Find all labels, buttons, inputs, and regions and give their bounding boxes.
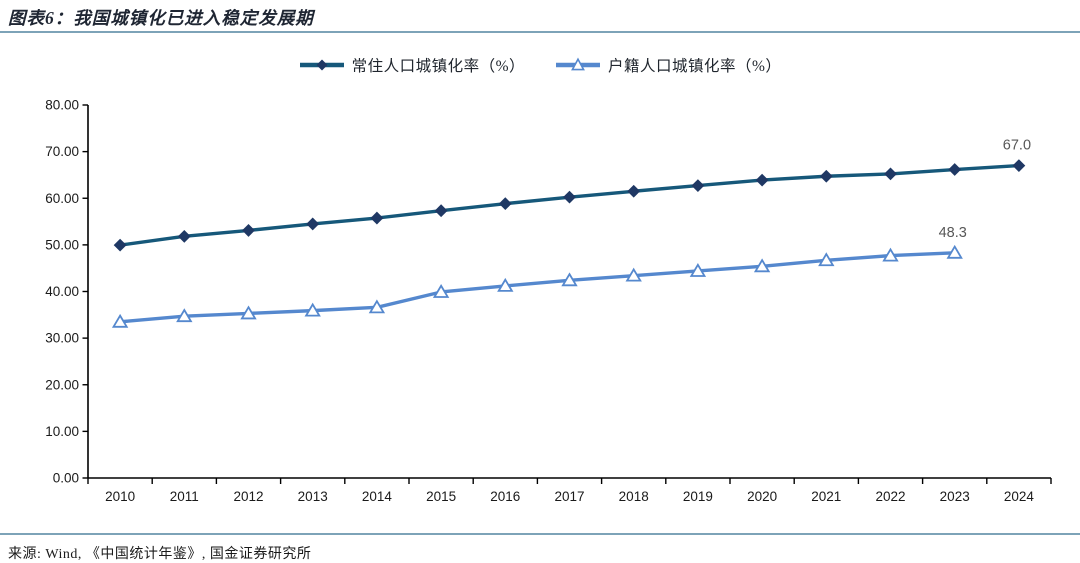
x-tick-label: 2013 bbox=[298, 489, 328, 504]
figure-title: 图表6：我国城镇化已进入稳定发展期 bbox=[8, 8, 314, 28]
y-tick-label: 70.00 bbox=[45, 144, 79, 159]
triangle-marker bbox=[625, 267, 642, 282]
x-tick-label: 2017 bbox=[554, 489, 584, 504]
diamond-marker bbox=[1012, 159, 1026, 173]
triangle-marker bbox=[497, 277, 514, 292]
y-tick-label: 30.00 bbox=[45, 331, 79, 346]
triangle-marker bbox=[882, 247, 899, 262]
triangle-marker bbox=[753, 258, 771, 273]
series-end-label-0: 67.0 bbox=[1003, 138, 1031, 154]
triangle-marker bbox=[561, 272, 578, 287]
diamond-marker bbox=[627, 184, 641, 198]
x-tick-label: 2022 bbox=[875, 489, 905, 504]
series-line-0 bbox=[118, 163, 1021, 247]
series-line-1 bbox=[118, 251, 957, 324]
diamond-marker bbox=[691, 179, 705, 193]
y-tick-label: 20.00 bbox=[45, 377, 79, 392]
x-tick-label: 2024 bbox=[1004, 489, 1035, 504]
x-tick-label: 2015 bbox=[426, 489, 456, 504]
legend-item-resident: 常住人口城镇化率（%） bbox=[299, 54, 525, 76]
triangle-marker bbox=[818, 252, 835, 267]
diamond-marker bbox=[434, 204, 448, 218]
x-tick-label: 2016 bbox=[490, 489, 520, 504]
source-note: 来源: Wind, 《中国统计年鉴》, 国金证券研究所 bbox=[8, 547, 312, 562]
triangle-marker bbox=[304, 302, 321, 317]
series-end-label-1: 48.3 bbox=[939, 225, 967, 241]
x-tick-label: 2019 bbox=[683, 489, 713, 504]
y-tick-label: 10.00 bbox=[45, 424, 79, 439]
resident-series-legend-sample-icon bbox=[299, 59, 344, 71]
diamond-marker bbox=[755, 173, 769, 187]
triangle-marker bbox=[689, 263, 707, 277]
triangle-marker bbox=[176, 308, 193, 323]
legend-diamond-marker bbox=[316, 59, 328, 71]
triangle-marker bbox=[432, 283, 450, 298]
hukou-series-legend-sample-icon bbox=[556, 57, 600, 71]
x-tick-label: 2020 bbox=[747, 489, 777, 504]
x-tick-label: 2023 bbox=[940, 489, 970, 504]
y-tick-label: 0.00 bbox=[53, 471, 79, 486]
diamond-marker bbox=[884, 167, 897, 181]
diamond-marker bbox=[177, 229, 191, 243]
diamond-marker bbox=[948, 163, 962, 176]
legend-triangle-marker bbox=[571, 57, 585, 71]
x-tick-label: 2018 bbox=[619, 489, 649, 504]
x-tick-label: 2014 bbox=[362, 489, 393, 504]
bottom-divider bbox=[0, 533, 1080, 535]
legend-item-hukou: 户籍人口城镇化率（%） bbox=[555, 54, 781, 76]
diamond-marker bbox=[370, 211, 384, 225]
triangle-marker bbox=[111, 313, 129, 328]
y-tick-label: 50.00 bbox=[45, 237, 79, 252]
top-divider bbox=[0, 31, 1080, 33]
chart-legend: 常住人口城镇化率（%） 户籍人口城镇化率（%） bbox=[0, 54, 1080, 76]
triangle-marker bbox=[240, 305, 257, 320]
triangle-marker bbox=[368, 299, 386, 314]
diamond-marker bbox=[113, 238, 127, 252]
diamond-marker bbox=[306, 217, 320, 231]
y-tick-label: 40.00 bbox=[45, 284, 79, 299]
y-tick-label: 60.00 bbox=[45, 191, 79, 206]
diamond-marker bbox=[819, 169, 833, 183]
diamond-marker bbox=[242, 224, 255, 237]
legend-label-hukou: 户籍人口城镇化率（%） bbox=[608, 58, 782, 75]
x-tick-label: 2021 bbox=[811, 489, 841, 504]
diamond-marker bbox=[498, 197, 512, 211]
x-tick-label: 2011 bbox=[170, 489, 199, 504]
triangle-marker bbox=[946, 244, 963, 259]
y-tick-label: 80.00 bbox=[45, 98, 79, 113]
x-tick-label: 2012 bbox=[233, 489, 263, 504]
legend-label-resident: 常住人口城镇化率（%） bbox=[351, 58, 525, 75]
diamond-marker bbox=[563, 190, 576, 204]
x-tick-label: 2010 bbox=[105, 489, 135, 504]
urbanization-line-chart: 0.00 10.00 20.00 30.00 40.00 50.00 60.00 70.00 8… bbox=[45, 98, 1052, 504]
